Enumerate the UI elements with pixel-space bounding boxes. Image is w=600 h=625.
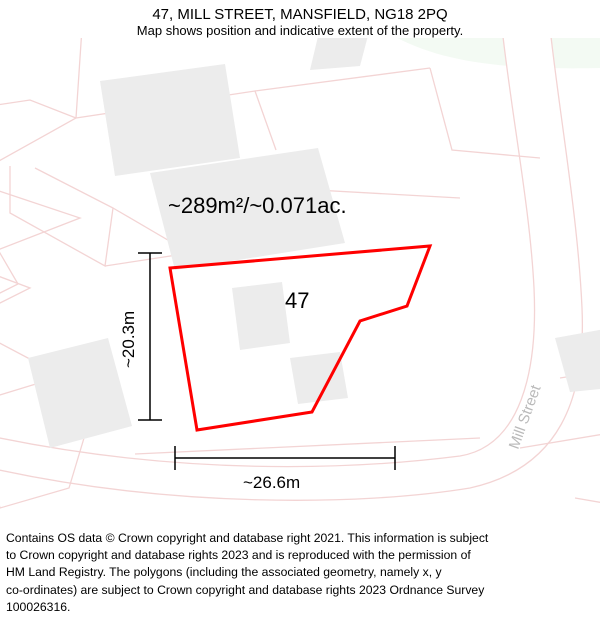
width-label: ~26.6m <box>243 473 300 492</box>
footer-line: Contains OS data © Crown copyright and d… <box>6 531 590 546</box>
parcel-line <box>255 68 430 91</box>
building <box>232 282 290 350</box>
footer-line: co-ordinates) are subject to Crown copyr… <box>6 583 590 598</box>
footer-line: to Crown copyright and database rights 2… <box>6 548 590 563</box>
header: 47, MILL STREET, MANSFIELD, NG18 2PQ Map… <box>0 0 600 38</box>
house-number: 47 <box>285 288 309 313</box>
parcel-line <box>135 438 480 454</box>
parcel-line <box>575 498 600 504</box>
road <box>0 188 80 253</box>
building <box>100 64 240 176</box>
green-area <box>380 38 600 68</box>
address-title: 47, MILL STREET, MANSFIELD, NG18 2PQ <box>0 6 600 23</box>
area-label: ~289m²/~0.071ac. <box>168 193 347 218</box>
map-canvas: ~289m²/~0.071ac. 47 ~26.6m ~20.3m Mill S… <box>0 38 600 518</box>
header-subtitle: Map shows position and indicative extent… <box>0 23 600 38</box>
parcel-line <box>0 100 76 118</box>
footer-line: 100026316. <box>6 600 590 615</box>
height-label: ~20.3m <box>119 311 138 368</box>
building <box>310 38 370 70</box>
building <box>28 338 132 448</box>
height-bracket <box>138 253 162 420</box>
footer-line: HM Land Registry. The polygons (includin… <box>6 565 590 580</box>
copyright-footer: Contains OS data © Crown copyright and d… <box>6 529 590 615</box>
